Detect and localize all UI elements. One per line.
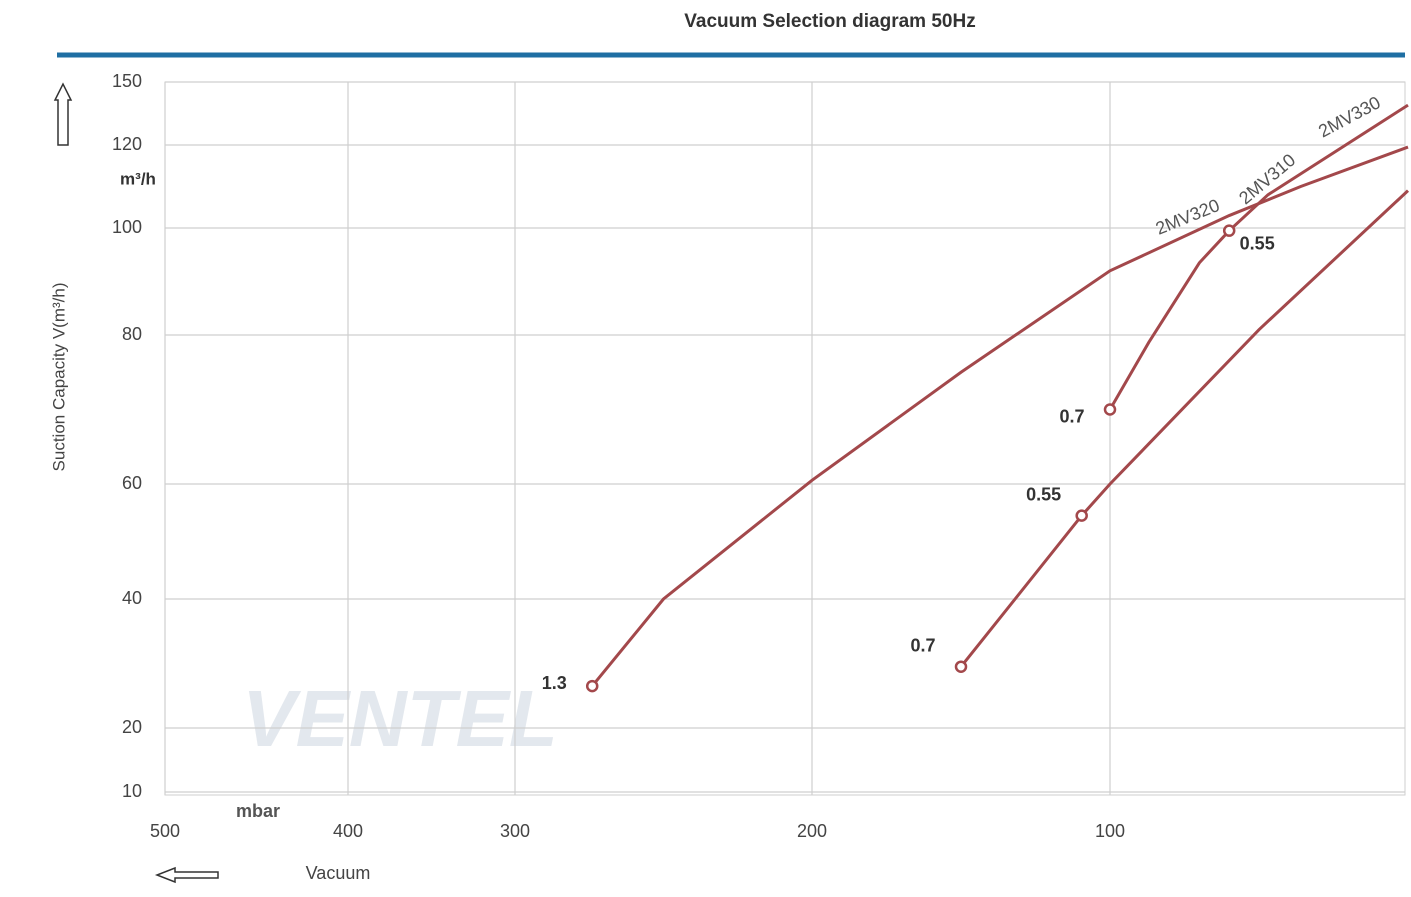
point-marker [1075,509,1088,522]
series-name: 2MV320 [1153,195,1223,239]
point-label: 0.7 [1059,406,1084,426]
point-label: 0.7 [910,635,935,655]
y-arrow [53,82,73,146]
point-marker [585,679,599,693]
y-tick-label: 40 [122,588,142,608]
chart-title: Vacuum Selection diagram 50Hz [684,11,975,32]
point-label: 0.55 [1026,484,1061,504]
series-line [1108,103,1409,411]
x-tick-label: 500 [150,821,180,841]
y-tick-label: 60 [122,473,142,493]
x-tick-label: 400 [333,821,363,841]
point-label: 0.55 [1240,233,1275,253]
point-marker [954,660,968,673]
point-label: 1.3 [542,673,567,693]
x-unit: mbar [236,801,280,821]
series-line [959,189,1410,668]
y-tick-label: 120 [112,134,142,154]
y-tick-label: 150 [112,71,142,91]
x-tick-label: 200 [797,821,827,841]
point-marker [1103,403,1117,416]
series-name: 2MV330 [1315,92,1384,141]
y-axis-label: Suction Capacity V(m³/h) [49,283,68,472]
x-arrow [154,866,219,884]
x-tick-label: 100 [1095,821,1125,841]
watermark: VENTEL [242,674,558,763]
y-tick-label: 80 [122,324,142,344]
x-axis-label: Vacuum [306,863,371,883]
y-tick-label: 100 [112,217,142,237]
point-marker [1222,224,1236,237]
x-tick-label: 300 [500,821,530,841]
y-tick-label: 10 [122,781,142,801]
plot-area: 10 20 40 60 80 100 120 150 500 400 300 200 100 1.3 2MV… [112,71,1410,841]
series-line [591,145,1409,688]
y-tick-label: 20 [122,717,142,737]
y-unit: m³/h [120,169,156,188]
